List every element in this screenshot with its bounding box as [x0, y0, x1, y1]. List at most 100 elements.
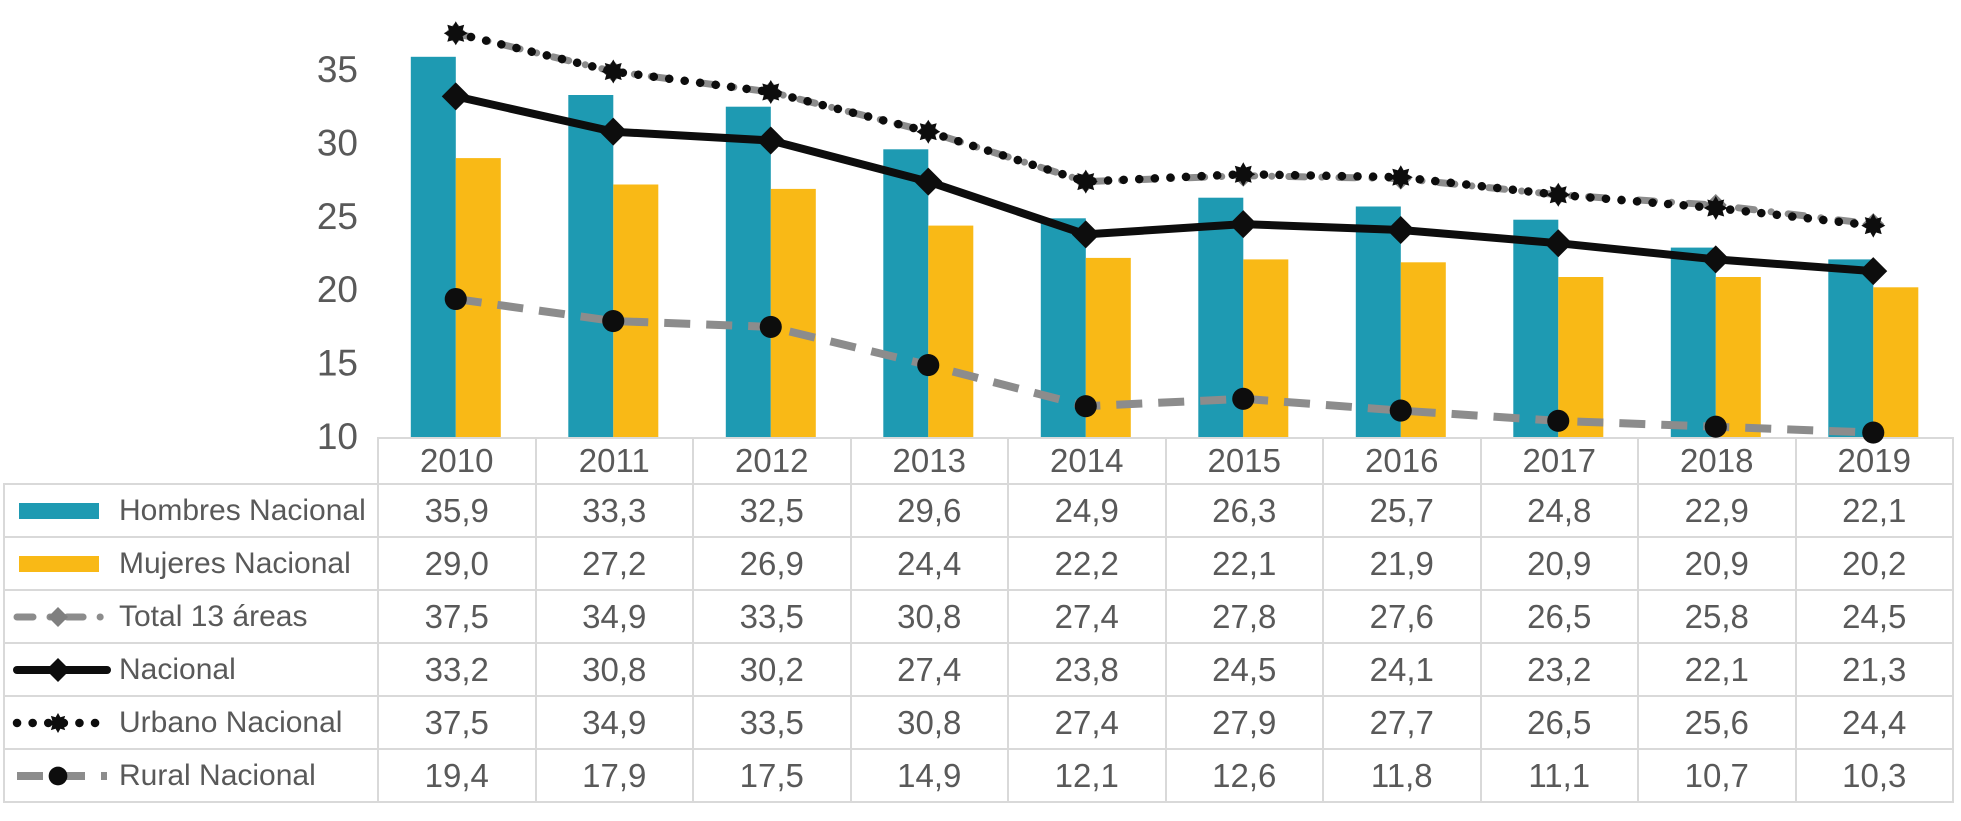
value-cell: 27,4: [1007, 589, 1167, 644]
y-axis-tick-label: 30: [317, 122, 358, 163]
table-row-rural-nacional: Rural Nacional 19,4 17,9 17,5 14,9 12,1 12,6 11…: [3, 748, 1954, 803]
value-cell: 23,8: [1007, 642, 1167, 697]
value-cell: 33,5: [692, 695, 852, 750]
series-marker-urbano-nacional: [758, 80, 783, 104]
series-marker-urbano-nacional: [1546, 182, 1571, 207]
value-cell: 24,1: [1322, 642, 1482, 697]
series-marker-rural-nacional-legend: [48, 766, 68, 785]
series-group-rural-nacional: [444, 287, 1885, 444]
value-cell: 29,6: [849, 483, 1009, 538]
series-marker-rural-nacional: [759, 315, 782, 338]
y-axis-tick-label: 25: [317, 196, 358, 237]
year-header: 2016: [1322, 437, 1482, 485]
value-cell: 33,5: [692, 589, 852, 644]
year-header: 2013: [849, 437, 1009, 485]
bar-hombres-nacional: [1670, 247, 1716, 437]
value-cell: 34,9: [534, 695, 694, 750]
value-cell: 37,5: [377, 589, 537, 644]
year-header: 2015: [1164, 437, 1324, 485]
legend-swatch-mujeres-nacional: [19, 555, 99, 572]
legend-entry: Mujeres Nacional: [6, 546, 376, 581]
series-marker-rural-nacional: [444, 287, 467, 311]
bar-hombres-nacional: [883, 149, 929, 438]
value-cell: 17,9: [534, 748, 694, 803]
bar-mujeres-nacional: [613, 184, 659, 437]
value-cell: 11,8: [1322, 748, 1482, 803]
value-cell: 22,2: [1007, 536, 1167, 591]
year-header: 2018: [1637, 437, 1797, 485]
legend-key-nacional-icon: [13, 657, 111, 682]
legend-label: Mujeres Nacional: [119, 546, 351, 580]
value-cell: 19,4: [377, 748, 537, 803]
series-marker-nacional: [1386, 216, 1415, 245]
value-cell: 27,9: [1164, 695, 1324, 750]
series-marker-rural-nacional: [602, 309, 625, 333]
bar-mujeres-nacional: [1558, 277, 1604, 437]
series-marker-urbano-nacional: [1073, 169, 1098, 194]
value-cell: 37,5: [377, 695, 537, 750]
series-marker-total-13-areas: [917, 120, 940, 143]
legend-key-rural-nacional-icon: [17, 766, 107, 785]
series-marker-nacional-legend: [46, 657, 70, 682]
bar-hombres-nacional: [1040, 218, 1086, 437]
value-cell: 24,9: [1007, 483, 1167, 538]
series-group-nacional: [441, 82, 1888, 286]
bar-mujeres-nacional: [1085, 257, 1131, 437]
series-marker-nacional: [1859, 257, 1888, 286]
series-marker-total-13-areas: [1862, 213, 1885, 236]
value-cell: 26,9: [692, 536, 852, 591]
bar-mujeres-nacional: [1873, 287, 1919, 437]
value-cell: 27,8: [1164, 589, 1324, 644]
series-marker-nacional: [1071, 220, 1100, 249]
legend-key-mujeres-nacional-icon: [19, 555, 99, 572]
series-marker-urbano-nacional: [601, 59, 626, 84]
table-row-nacional: Nacional 33,2 30,8 30,2 27,4 23,8 24,5 24,1 23,2…: [3, 642, 1954, 697]
value-cell: 25,6: [1637, 695, 1797, 750]
series-marker-urbano-nacional: [1388, 165, 1413, 190]
value-cell: 32,5: [692, 483, 852, 538]
year-header: 2011: [534, 437, 694, 485]
series-marker-rural-nacional: [1389, 399, 1412, 422]
legend-entry: Total 13 áreas: [6, 599, 376, 634]
series-line-rural-nacional: [455, 295, 1874, 437]
year-header: 2014: [1007, 437, 1167, 485]
bar-hombres-nacional: [1355, 206, 1401, 437]
value-cell: 20,2: [1794, 536, 1954, 591]
value-cell: 12,6: [1164, 748, 1324, 803]
legend-entry: Urbano Nacional: [6, 706, 376, 740]
series-marker-total-13-areas: [1704, 194, 1727, 217]
legend-label: Nacional: [119, 652, 236, 686]
series-line-total-13-areas: [452, 29, 1877, 228]
legend-cell-mujeres-nacional: Mujeres Nacional: [3, 536, 379, 591]
value-cell: 26,5: [1479, 695, 1639, 750]
series-marker-nacional: [1544, 229, 1573, 258]
series-marker-total-13-areas: [1232, 164, 1255, 187]
value-cell: 21,3: [1794, 642, 1954, 697]
table-row-mujeres-nacional: Mujeres Nacional 29,0 27,2 26,9 24,4 22,2 22,1…: [3, 536, 1954, 591]
value-cell: 30,2: [692, 642, 852, 697]
year-header: 2012: [692, 437, 852, 485]
value-cell: 26,5: [1479, 589, 1639, 644]
bar-hombres-nacional: [1513, 219, 1559, 437]
legend-entry: Hombres Nacional: [6, 493, 376, 528]
value-cell: 24,5: [1794, 589, 1954, 644]
bar-mujeres-nacional: [455, 158, 501, 437]
year-header: 2010: [377, 437, 537, 485]
series-marker-urbano-nacional: [1861, 213, 1886, 238]
table-row-urbano-nacional: Urbano Nacional 37,5 34,9 33,5 30,8 27,4 27,9 2…: [3, 695, 1954, 750]
value-cell: 24,5: [1164, 642, 1324, 697]
legend-label: Total 13 áreas: [119, 599, 308, 633]
series-marker-total-13-areas-legend: [48, 606, 68, 627]
value-cell: 26,3: [1164, 483, 1324, 538]
series-marker-urbano-nacional: [1231, 162, 1256, 187]
value-cell: 25,8: [1637, 589, 1797, 644]
legend-cell-urbano-nacional: Urbano Nacional: [3, 695, 379, 750]
series-marker-nacional: [1229, 210, 1258, 239]
legend-label: Hombres Nacional: [119, 493, 366, 527]
value-cell: 33,2: [377, 642, 537, 697]
table-header-row: 2010 2011 2012 2013 2014 2015 2016 2017 2018 2019: [4, 437, 1954, 485]
value-cell: 27,7: [1322, 695, 1482, 750]
value-cell: 24,8: [1479, 483, 1639, 538]
value-cell: 33,3: [534, 483, 694, 538]
